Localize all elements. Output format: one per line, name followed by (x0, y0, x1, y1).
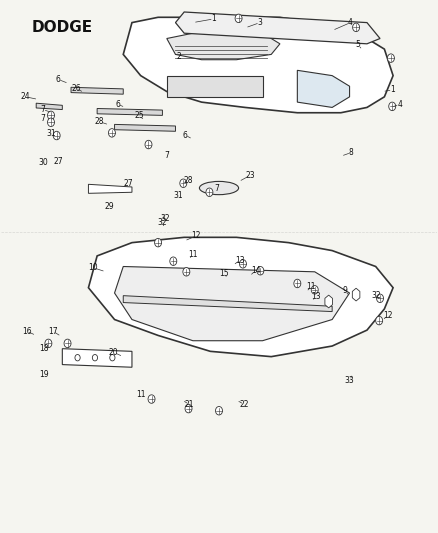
Text: 14: 14 (251, 266, 260, 275)
Text: 10: 10 (88, 263, 98, 272)
Text: 16: 16 (22, 327, 32, 336)
Text: 6: 6 (183, 131, 187, 140)
Circle shape (376, 317, 383, 325)
Text: 29: 29 (104, 201, 114, 211)
Circle shape (64, 339, 71, 348)
Text: 12: 12 (191, 231, 201, 240)
Circle shape (294, 279, 301, 288)
Circle shape (109, 128, 116, 137)
Text: 28: 28 (184, 175, 193, 184)
Polygon shape (176, 12, 380, 44)
Text: 13: 13 (312, 292, 321, 301)
Circle shape (257, 266, 264, 275)
Text: 15: 15 (219, 269, 229, 278)
Text: 11: 11 (188, 250, 198, 259)
Text: 32: 32 (160, 214, 170, 223)
Text: 4: 4 (348, 18, 353, 27)
Text: 27: 27 (53, 157, 63, 166)
Circle shape (170, 257, 177, 265)
Text: 11: 11 (307, 282, 316, 291)
Circle shape (206, 188, 213, 197)
Text: 31: 31 (46, 130, 56, 139)
Circle shape (388, 54, 394, 62)
Polygon shape (352, 288, 360, 301)
Text: 32: 32 (158, 218, 167, 227)
Circle shape (183, 268, 190, 276)
Polygon shape (36, 103, 62, 110)
Text: 22: 22 (240, 400, 249, 409)
Text: 3: 3 (258, 18, 262, 27)
Circle shape (377, 294, 384, 303)
Text: 20: 20 (109, 348, 119, 357)
Text: 17: 17 (48, 327, 57, 336)
Text: 32: 32 (372, 291, 381, 300)
Circle shape (155, 238, 162, 247)
Text: 4: 4 (397, 100, 402, 109)
Polygon shape (88, 237, 393, 357)
Text: 7: 7 (40, 105, 45, 114)
Text: 30: 30 (39, 158, 49, 166)
Circle shape (389, 102, 396, 111)
Text: 7: 7 (164, 151, 169, 160)
Circle shape (148, 395, 155, 403)
Circle shape (145, 140, 152, 149)
Polygon shape (115, 124, 176, 131)
Text: 18: 18 (39, 344, 49, 353)
Polygon shape (297, 70, 350, 108)
Text: 2: 2 (177, 52, 181, 61)
Circle shape (311, 286, 318, 294)
Text: 26: 26 (71, 84, 81, 93)
Polygon shape (123, 296, 332, 312)
Text: 1: 1 (390, 85, 395, 94)
Text: 11: 11 (136, 390, 145, 399)
Polygon shape (167, 76, 262, 97)
Text: 8: 8 (349, 148, 353, 157)
Circle shape (235, 14, 242, 22)
Circle shape (47, 118, 54, 126)
Text: 6: 6 (56, 75, 60, 84)
Polygon shape (71, 87, 123, 94)
Text: 27: 27 (124, 179, 133, 188)
Text: 9: 9 (343, 286, 348, 295)
Text: 1: 1 (212, 14, 216, 23)
Text: 25: 25 (134, 111, 144, 120)
Circle shape (240, 260, 247, 268)
Polygon shape (62, 349, 132, 367)
Circle shape (353, 23, 360, 31)
Text: 31: 31 (173, 191, 183, 200)
Text: 28: 28 (95, 117, 105, 126)
Circle shape (53, 131, 60, 140)
Circle shape (45, 339, 52, 348)
Circle shape (215, 407, 223, 415)
Text: 5: 5 (356, 41, 361, 50)
Text: 13: 13 (235, 256, 245, 265)
Text: 7: 7 (40, 114, 45, 123)
Polygon shape (167, 33, 280, 60)
Polygon shape (115, 266, 350, 341)
Circle shape (180, 179, 187, 188)
Text: 33: 33 (345, 376, 354, 385)
Polygon shape (88, 184, 132, 193)
Text: 24: 24 (21, 92, 31, 101)
Polygon shape (97, 109, 162, 115)
Text: 21: 21 (185, 400, 194, 409)
Text: 19: 19 (39, 370, 49, 379)
Circle shape (185, 405, 192, 413)
Circle shape (92, 354, 98, 361)
Text: 7: 7 (214, 183, 219, 192)
Text: DODGE: DODGE (32, 20, 93, 35)
Polygon shape (325, 295, 332, 308)
Polygon shape (123, 17, 393, 113)
Circle shape (110, 354, 115, 361)
Text: 23: 23 (246, 171, 255, 180)
Text: 12: 12 (383, 311, 392, 320)
Circle shape (47, 111, 54, 119)
Text: 6: 6 (115, 100, 120, 109)
Ellipse shape (199, 181, 239, 195)
Circle shape (75, 354, 80, 361)
